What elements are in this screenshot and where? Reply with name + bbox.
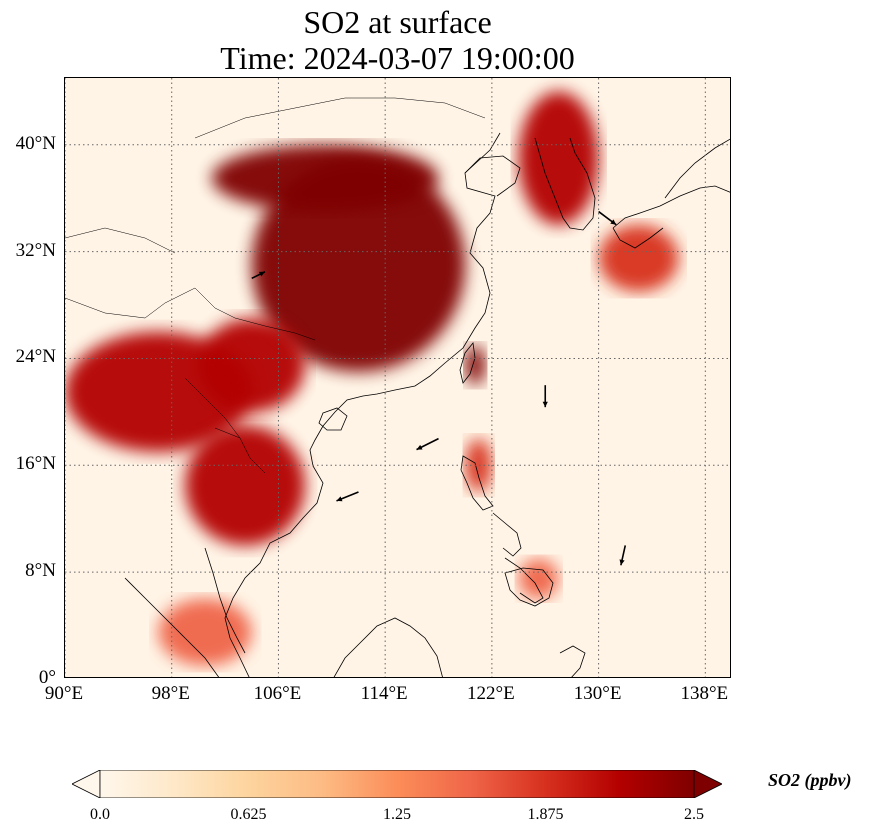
so2-field-north-china-plain — [211, 144, 439, 212]
korea-coastline — [534, 137, 596, 231]
wind-vector — [619, 545, 627, 566]
japan-north-coastline — [664, 138, 730, 199]
colorbar-tick-label: 1.875 — [527, 806, 564, 823]
luzon-coastline — [460, 455, 494, 511]
so2-field-mindanao — [518, 558, 559, 599]
lon-tick-label: 130°E — [573, 683, 622, 704]
so2-field-myanmar-laos — [65, 331, 252, 452]
so2-field-taiwan — [465, 345, 486, 386]
malay-peninsula-coastline — [204, 547, 246, 654]
lat-tick-label: 16°N — [15, 453, 56, 475]
colorbar-tick-label: 1.25 — [383, 806, 411, 823]
hainan-coastline — [318, 407, 348, 431]
lat-tick-label: 8°N — [25, 560, 56, 582]
lon-tick-label: 106°E — [253, 683, 302, 704]
colorbar-min-extension — [72, 770, 101, 798]
borneo-coastline — [333, 617, 443, 677]
borders — [65, 97, 486, 474]
so2-map — [64, 77, 731, 678]
wind-vector-layer — [251, 210, 627, 566]
wind-vector — [336, 491, 359, 502]
so2-field-japan-south — [598, 224, 679, 292]
so2-field-layer — [65, 91, 679, 666]
lat-tick-label: 0° — [38, 667, 56, 688]
so2-map-canvas — [65, 78, 730, 677]
sulawesi-coastline — [559, 645, 586, 677]
wind-vector — [542, 385, 548, 408]
lon-tick-label: 122°E — [467, 683, 515, 704]
bohai-coastline — [464, 155, 521, 197]
wind-vector — [598, 210, 617, 226]
lat-tick-label: 32°N — [15, 239, 56, 261]
philippines-coastline — [492, 512, 544, 604]
colorbar-tick-label: 2.5 — [684, 806, 704, 823]
so2-field-indochina — [185, 425, 306, 546]
sumatra-coastline — [124, 577, 220, 677]
so2-field-korea — [518, 91, 599, 225]
colorbar-label: SO2 (ppbv) — [768, 770, 852, 790]
lon-tick-label: 90°E — [44, 683, 84, 704]
mainland-coastline — [224, 132, 501, 677]
so2-field-sumatra-malaya — [158, 598, 252, 666]
so2-field-luzon — [465, 438, 492, 493]
wind-vector — [416, 437, 439, 451]
graticule — [65, 78, 730, 677]
colorbar — [72, 770, 722, 798]
japan-coastline — [612, 185, 730, 249]
map-title: SO2 at surface — [303, 4, 492, 40]
lat-tick-label: 24°N — [15, 346, 56, 368]
mindanao-coastline — [504, 567, 554, 607]
map-subtitle-time: Time: 2024-03-07 19:00:00 — [220, 40, 575, 76]
so2-field-east-china — [251, 158, 466, 372]
lon-tick-label: 114°E — [360, 683, 408, 704]
colorbar-tick-label: 0.625 — [230, 806, 267, 823]
lat-tick-label: 40°N — [15, 132, 56, 154]
coastline-layer — [65, 97, 730, 677]
colorbar-max-extension — [693, 770, 722, 798]
wind-vector — [251, 271, 266, 280]
lon-tick-label: 98°E — [151, 683, 190, 704]
colorbar-body — [99, 770, 695, 798]
colorbar-tick-label: 0.0 — [90, 806, 110, 823]
lon-tick-label: 138°E — [680, 683, 729, 704]
